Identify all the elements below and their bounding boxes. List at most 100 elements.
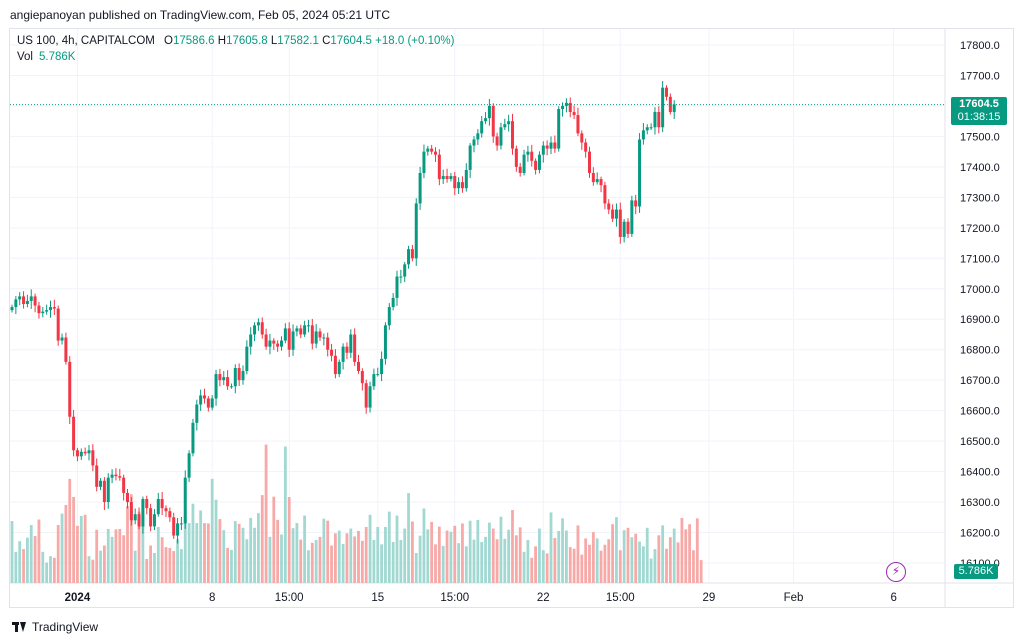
volume-bar [156, 527, 160, 583]
volume-bar [133, 550, 137, 583]
candle-body [149, 508, 153, 527]
candle-body [137, 514, 141, 527]
y-tick-label: 17200.0 [960, 223, 1000, 235]
candle-body [534, 160, 538, 170]
volume-bar [472, 539, 476, 583]
volume-bar [449, 531, 453, 583]
y-tick-label: 16600.0 [960, 406, 1000, 418]
volume-bar [668, 537, 672, 583]
candle-body [172, 517, 176, 536]
volume-bar [353, 536, 357, 583]
candle-body [568, 102, 572, 113]
low-label: L [270, 35, 278, 47]
x-tick-label: 6 [890, 592, 896, 604]
candle-body [83, 451, 87, 454]
open-label: O [164, 35, 173, 47]
volume-bar [183, 515, 187, 583]
lightning-bolt-icon[interactable]: ⚡ [886, 562, 906, 582]
volume-bar [387, 511, 391, 583]
y-tick-label: 17000.0 [960, 284, 1000, 296]
volume-bar [253, 527, 256, 583]
volume-bar [41, 551, 45, 583]
volume-bar [14, 551, 18, 583]
volume-bar [384, 527, 387, 583]
candle-body [403, 264, 407, 277]
volume-bar [580, 554, 584, 583]
volume-bar [18, 541, 22, 583]
volume-bar [330, 545, 333, 583]
ohlc-row: US 100, 4h, CAPITALCOM O17586.6 H17605.8… [17, 33, 454, 49]
last-price-tag: 17604.5 01:38:15 [951, 97, 1007, 125]
candle-body [60, 337, 64, 341]
volume-bar [514, 535, 518, 583]
volume-bar [503, 538, 507, 583]
candle-body [233, 367, 237, 387]
candle-body [618, 209, 622, 237]
candle-body [441, 176, 445, 180]
candle-body [484, 118, 488, 122]
volume-bar [45, 562, 49, 583]
x-tick-label: 29 [702, 592, 715, 604]
volume-bar [214, 499, 218, 583]
volume-bar [60, 513, 64, 583]
volume-bar [437, 526, 441, 583]
x-tick-label: 15:00 [440, 592, 469, 604]
volume-bar [29, 525, 33, 583]
volume-bar [37, 519, 41, 583]
candle-body [99, 480, 103, 487]
candle-body [91, 450, 95, 466]
candle-body [237, 367, 241, 381]
footer-brand[interactable]: TradingView [12, 620, 98, 634]
candle-body [145, 499, 149, 509]
candle-body [195, 404, 199, 423]
candle-body [10, 307, 14, 311]
candles [10, 80, 676, 544]
candle-body [122, 477, 126, 493]
candle-body [657, 112, 661, 128]
volume-bar [372, 540, 376, 583]
volume-bar [395, 515, 399, 583]
volume-bar [699, 560, 703, 583]
candle-body [603, 185, 607, 204]
volume-bar [549, 512, 553, 583]
volume-bar [10, 521, 14, 583]
volume-bar [334, 533, 337, 583]
candle-body [584, 142, 588, 152]
volume-bar [91, 559, 95, 583]
candle-body [630, 200, 634, 234]
volume-bar [680, 517, 684, 583]
volume-bar [168, 547, 172, 583]
volume-bar [283, 446, 287, 583]
volume-bar [187, 523, 191, 583]
candle-body [557, 108, 561, 149]
symbol-label[interactable]: US 100, 4h, CAPITALCOM [17, 35, 155, 47]
candle-body [626, 221, 630, 234]
candle-body [410, 249, 414, 259]
volume-bar [434, 544, 437, 583]
volume-bar [595, 538, 599, 583]
candle-body [511, 121, 514, 149]
volume-bar [565, 530, 568, 583]
volume-bar [241, 527, 245, 583]
volume-bar [695, 518, 699, 583]
volume-label[interactable]: Vol [17, 51, 33, 63]
volume-bar [507, 529, 511, 583]
volume-bar [222, 530, 226, 583]
volume-bar [310, 542, 314, 583]
volume-bar [488, 522, 491, 583]
volume-bar [499, 516, 503, 583]
candle-body [530, 151, 534, 161]
x-axis-tick-labels: 2024 8 15:00 15 15:00 22 15:00 29 Feb 6 [65, 592, 897, 604]
volume-bar [511, 510, 514, 583]
volume-bar [176, 539, 179, 583]
candle-body [661, 87, 665, 128]
volume-bar [203, 523, 206, 583]
candle-body [314, 331, 318, 344]
volume-bar [318, 536, 322, 583]
candle-body [287, 328, 291, 350]
volume-bar [326, 520, 330, 583]
candle-body [422, 151, 426, 173]
candle-body [437, 154, 441, 180]
volume-bar [665, 548, 668, 583]
